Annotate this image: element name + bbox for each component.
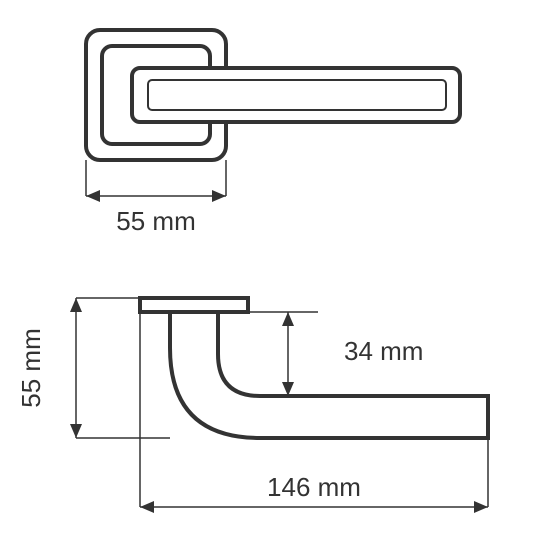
dim-146mm: 146 mm: [267, 472, 361, 502]
rose-plate-side: [140, 298, 248, 312]
lever-side-profile: [170, 312, 488, 438]
lever-top-outer: [132, 68, 460, 122]
dim-55mm-top: 55 mm: [116, 206, 195, 236]
dim-34mm: 34 mm: [344, 336, 423, 366]
technical-drawing: 55 mm 55 mm 34 mm 146 mm: [0, 0, 551, 551]
dim-55mm-side: 55 mm: [16, 328, 46, 407]
